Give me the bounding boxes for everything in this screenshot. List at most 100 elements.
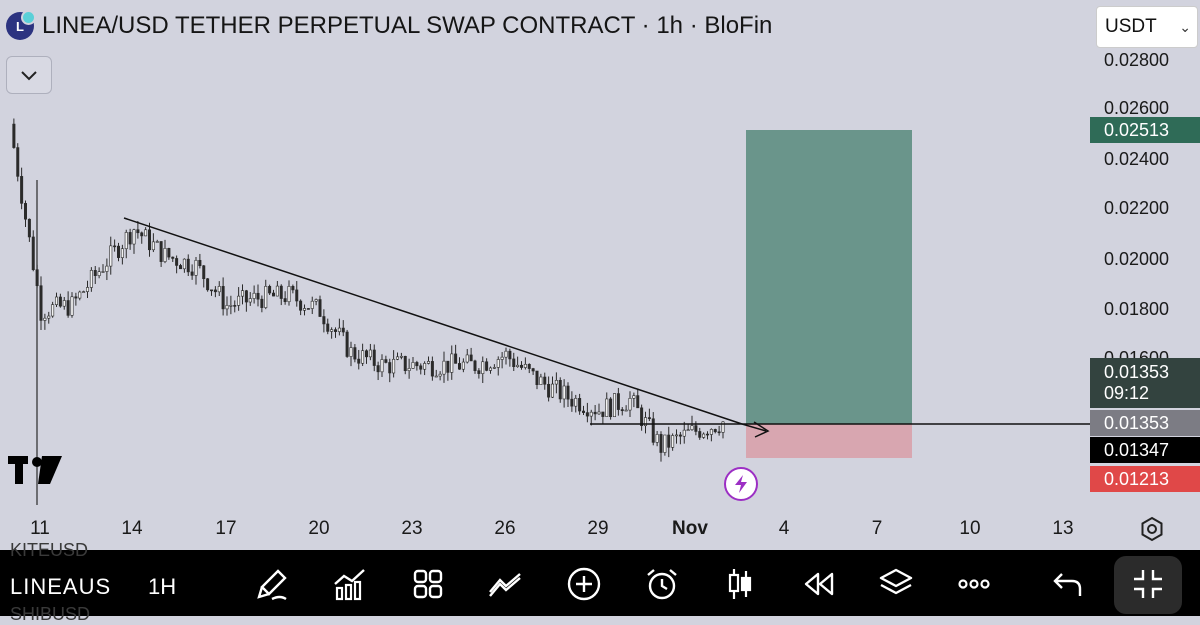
replay-icon[interactable] [800,566,836,602]
candle-body [190,271,194,276]
candle-body [640,407,644,426]
candle-body [167,248,171,258]
candle-body [519,364,523,368]
candle-body [93,270,97,276]
fullscreen-exit-icon[interactable] [1130,566,1166,602]
time-axis-label: 11 [30,518,50,539]
candle-body [136,229,140,234]
quick-trade-button[interactable] [724,467,758,501]
candle-body [341,327,345,333]
linea-logo: L [6,10,36,40]
candle-body [43,317,47,321]
candle-body [547,383,551,398]
candle-body [287,286,291,303]
logo-badge [21,10,36,25]
currency-select[interactable]: USDT ⌄ [1096,6,1198,48]
candle-body [407,368,411,371]
candle-body [415,362,419,367]
time-axis-label: 20 [308,518,330,539]
candles-icon[interactable] [722,566,758,602]
candle-body [302,308,306,311]
undo-icon[interactable] [1050,566,1086,602]
candle-body [678,434,682,437]
candle-body [27,218,31,238]
tradingview-logo[interactable] [8,454,64,488]
candle-body [291,286,295,291]
loss-zone[interactable] [746,424,912,458]
indicators-icon[interactable] [332,566,368,602]
brush-icon[interactable] [254,566,290,602]
crosshair-price-badge: 0.01347 [1090,437,1200,463]
candle-body [469,354,473,362]
candle-body [337,327,341,332]
candle-body [713,429,717,433]
arrow-line[interactable] [741,423,767,432]
candle-body [148,229,152,251]
candle-body [702,433,706,438]
alert-icon[interactable] [644,566,680,602]
candle-body [295,289,299,302]
settings-icon[interactable] [1138,515,1166,543]
compare-icon[interactable] [488,566,524,602]
collapse-legend-button[interactable] [6,56,52,94]
candle-body [705,433,709,436]
candle-body [182,258,186,270]
candle-body [566,385,570,400]
candle-body [16,147,20,177]
candle-body [318,299,322,317]
candle-body [47,315,51,319]
candle-body [585,412,589,417]
candle-body [620,409,624,412]
price-chart[interactable] [0,0,1090,510]
candle-body [206,278,210,291]
candle-body [399,355,403,358]
profit-zone[interactable] [746,130,912,424]
candle-body [171,256,175,259]
candle-body [322,316,326,325]
candle-body [268,286,272,294]
candle-body [581,410,585,413]
price-axis-label: 0.02400 [1104,149,1170,169]
candle-body [368,349,372,358]
candle-body [686,429,690,432]
candle-body [252,292,256,299]
candle-body [326,323,330,332]
candle-body [690,425,694,431]
candle-body [210,289,214,292]
templates-icon[interactable] [410,566,446,602]
candle-body [237,295,241,306]
add-icon[interactable] [566,566,602,602]
candle-body [628,398,632,411]
trend-line[interactable] [123,217,743,425]
arrow-head [753,421,770,438]
candle-body [465,354,469,363]
symbol-selector[interactable]: LINEAUS [10,574,112,599]
candle-body [442,360,446,375]
candle-body [260,298,264,308]
chevron-down-icon: ⌄ [1179,19,1191,35]
layers-icon[interactable] [878,566,914,602]
candle-body [636,395,640,409]
candle-body [454,353,458,364]
candle-body [31,236,35,270]
candle-body [372,349,376,366]
candle-body [500,356,504,360]
candle-body [248,298,252,303]
candle-body [128,232,132,245]
chart-area[interactable] [0,0,1090,510]
candle-body [589,411,593,417]
candle-body [279,285,283,299]
interval-selector[interactable]: 1H [148,574,177,599]
logo-letter: L [16,18,24,34]
candle-body [663,434,667,453]
candle-body [601,411,605,417]
candle-body [457,363,461,370]
chart-title[interactable]: LINEA/USD TETHER PERPETUAL SWAP CONTRACT… [42,12,773,39]
fullscreen-exit-button[interactable] [1114,556,1182,614]
candle-body [721,421,725,433]
candle-body [275,285,279,297]
candle-body [717,431,721,434]
candle-body [51,304,55,317]
candle-body [647,417,651,420]
more-icon[interactable] [956,566,992,602]
